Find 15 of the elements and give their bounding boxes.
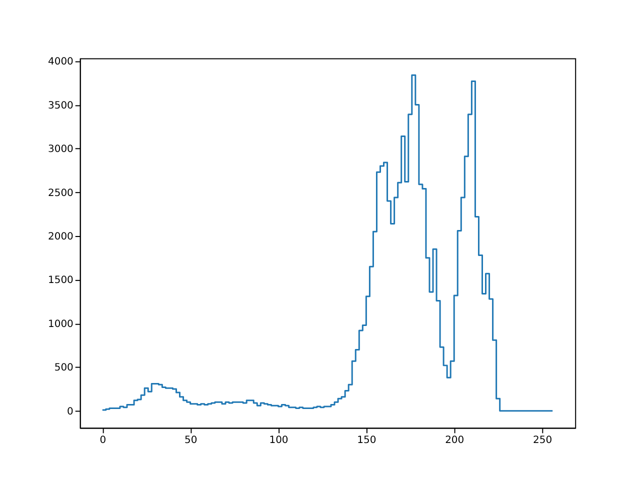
y-tick-label: 2500 bbox=[48, 188, 74, 199]
x-tick-label: 200 bbox=[445, 435, 464, 446]
y-tick-label: 500 bbox=[54, 362, 74, 374]
y-tick-label: 0 bbox=[67, 406, 74, 418]
y-tick-label: 3500 bbox=[48, 100, 74, 112]
y-tick-label: 4000 bbox=[48, 56, 74, 68]
y-tick-label: 3000 bbox=[48, 144, 74, 156]
x-tick-label: 50 bbox=[184, 435, 198, 446]
y-tick-label: 2000 bbox=[48, 231, 74, 242]
y-tick-label: 1000 bbox=[48, 318, 74, 330]
x-tick-label: 150 bbox=[357, 435, 376, 446]
x-tick-label: 0 bbox=[100, 435, 106, 446]
x-tick-label: 250 bbox=[533, 435, 552, 446]
y-tick-label: 1500 bbox=[48, 275, 74, 286]
x-tick-label: 100 bbox=[269, 435, 288, 446]
